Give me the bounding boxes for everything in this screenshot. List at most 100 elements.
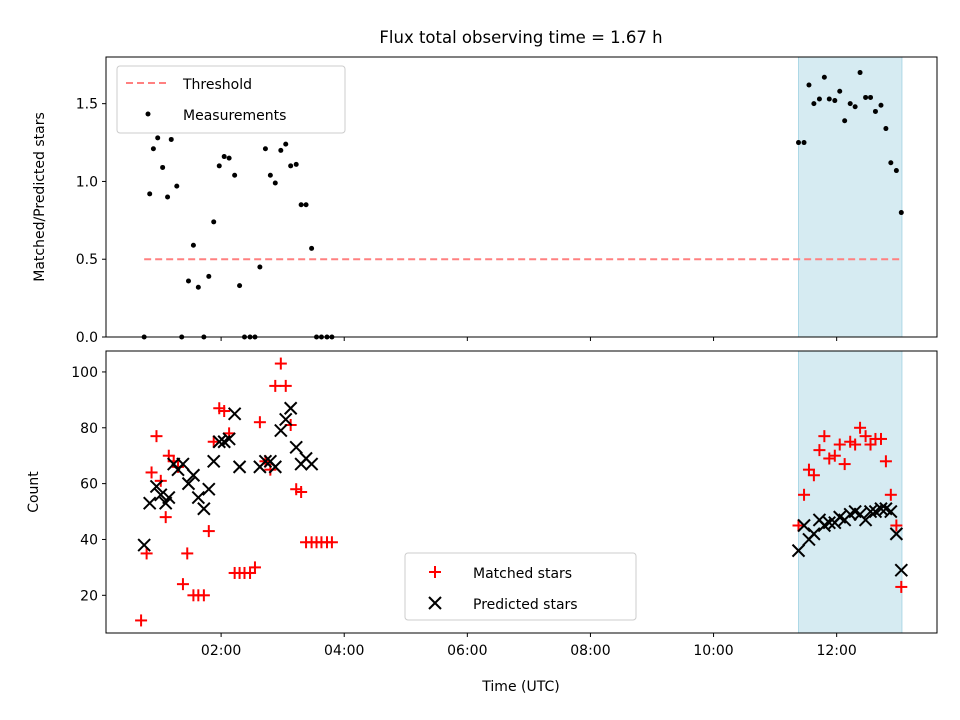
- predicted-star-point: [227, 407, 242, 421]
- ratio-y-tick-label: 1.5: [76, 97, 98, 113]
- measurement-point: [288, 163, 294, 169]
- measurement-point: [801, 140, 807, 146]
- matched-star-point: [890, 519, 903, 532]
- measurement-point: [195, 284, 201, 290]
- predicted-star-point: [807, 527, 821, 541]
- count-plot-frame: [105, 350, 938, 634]
- measurement-point: [888, 160, 894, 166]
- matched-star-point: [884, 488, 897, 501]
- matched-star-point: [253, 416, 266, 429]
- ratio-plot-frame: [105, 56, 938, 338]
- matched-star-point: [274, 357, 287, 370]
- measurement-point: [155, 135, 161, 141]
- legend-predicted-swatch: [428, 596, 442, 610]
- measurement-point: [232, 172, 238, 178]
- predicted-star-point: [258, 454, 273, 468]
- predicted-star-point: [822, 516, 836, 530]
- predicted-star-point: [863, 504, 878, 519]
- measurement-point: [837, 88, 843, 94]
- legend-measurements-label: Measurements: [183, 108, 286, 124]
- predicted-star-point: [176, 457, 190, 471]
- ratio-legend: Threshold Measurements: [116, 65, 346, 134]
- count-legend: Matched stars Predicted stars: [404, 552, 637, 621]
- predicted-star-point: [884, 504, 898, 519]
- measurement-point: [190, 242, 196, 248]
- predicted-star-point: [207, 454, 221, 468]
- measurement-point: [883, 126, 889, 132]
- predicted-star-point: [289, 440, 303, 455]
- predicted-star-point: [894, 563, 909, 577]
- matched-star-point: [279, 379, 292, 392]
- predicted-star-point: [791, 543, 806, 558]
- ratio-panel: 0.0 0.5 1.0 1.5 Matched/Predicted stars Thr…: [32, 56, 938, 346]
- measurement-point: [257, 264, 263, 270]
- matched-star-point: [248, 561, 261, 574]
- ratio-y-axis-label: Matched/Predicted stars: [32, 112, 48, 282]
- measurement-point: [293, 161, 299, 167]
- predicted-star-point: [197, 502, 211, 516]
- count-y-axis-label: Count: [26, 471, 42, 513]
- measurement-point: [165, 194, 171, 200]
- x-tick-label: 12:00: [816, 643, 856, 659]
- measurement-point: [309, 245, 315, 251]
- ratio-y-tick-label: 0.5: [76, 252, 98, 268]
- measurement-point: [821, 74, 827, 80]
- matched-star-point: [181, 547, 194, 560]
- measurement-point: [278, 147, 284, 153]
- matched-star-point: [823, 452, 836, 465]
- count-y-tick-label: 20: [80, 588, 98, 604]
- measurement-point: [847, 101, 853, 107]
- matched-star-point: [854, 421, 867, 434]
- predicted-star-point: [202, 482, 216, 496]
- measurement-point: [852, 104, 858, 110]
- legend-matched-label: Matched stars: [473, 566, 572, 582]
- measurement-point: [796, 140, 801, 146]
- x-tick-label: 08:00: [570, 643, 610, 659]
- matched-star-point: [807, 469, 820, 482]
- predicted-star-point: [797, 518, 811, 533]
- matched-star-point: [269, 379, 282, 392]
- predicted-star-point: [154, 488, 168, 502]
- ratio-y-tick-label: 1.0: [76, 174, 98, 190]
- matched-star-point: [202, 525, 215, 538]
- measurement-point: [811, 101, 817, 107]
- predicted-star-point: [283, 401, 298, 415]
- count-panel: 02:00 04:00 06:00 08:00 10:00 12:00 20 40 60 80 1…: [26, 350, 938, 659]
- figure-title: Flux total observing time = 1.67 h: [379, 28, 662, 47]
- measurement-point: [211, 219, 217, 225]
- predicted-star-point: [149, 479, 164, 494]
- matched-star-point: [159, 511, 172, 524]
- x-tick-label: 06:00: [447, 643, 487, 659]
- measurement-point: [898, 210, 904, 216]
- x-axis-label: Time (UTC): [481, 679, 559, 695]
- predicted-star-point: [279, 412, 293, 427]
- matched-star-point: [849, 438, 862, 451]
- measurement-point: [262, 146, 268, 152]
- ratio-y-tick-label: 0.0: [76, 330, 98, 346]
- measurement-point: [893, 168, 899, 174]
- predicted-star-point: [186, 468, 201, 482]
- legend-threshold-label: Threshold: [182, 77, 252, 93]
- matched-star-point: [874, 432, 887, 445]
- matched-star-point: [833, 438, 846, 451]
- x-tick-label: 04:00: [324, 643, 364, 659]
- measurement-point: [174, 183, 180, 189]
- measurement-point: [168, 136, 174, 142]
- matched-star-point: [207, 435, 220, 448]
- measurement-point: [872, 108, 878, 114]
- matched-star-point: [879, 455, 892, 468]
- matched-star-point: [150, 430, 163, 443]
- predicted-star-point: [212, 435, 226, 449]
- measurement-point: [221, 154, 227, 160]
- measurement-point: [868, 94, 874, 100]
- predicted-star-point: [222, 432, 236, 446]
- measurement-point: [842, 118, 848, 124]
- count-y-tick-label: 60: [80, 477, 98, 493]
- predicted-star-point: [142, 496, 157, 510]
- predicted-star-point: [858, 513, 873, 527]
- matched-star-point: [295, 486, 308, 498]
- matched-star-point: [197, 589, 210, 602]
- measurement-point: [878, 102, 884, 108]
- measurement-point: [298, 202, 304, 208]
